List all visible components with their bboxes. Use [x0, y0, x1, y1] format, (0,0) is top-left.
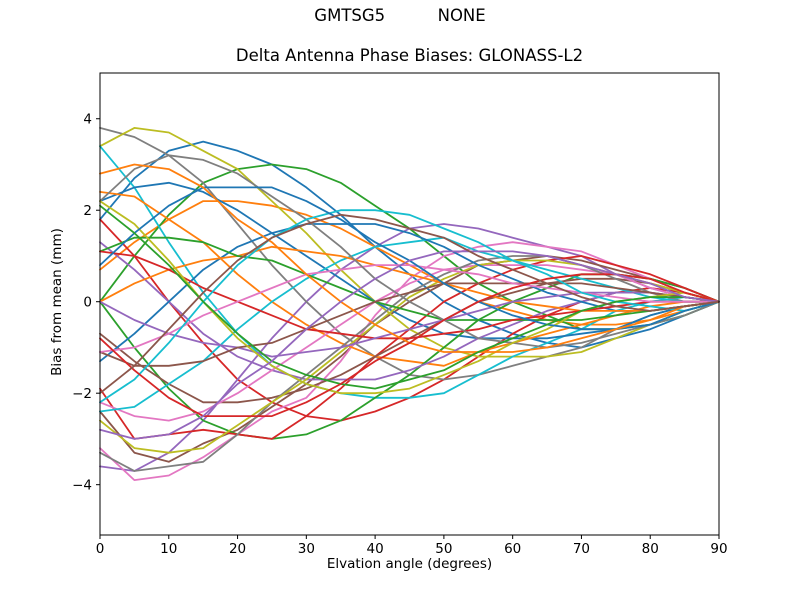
x-tick-label: 50 — [435, 541, 452, 557]
series-line — [99, 209, 720, 404]
x-tick-label: 70 — [573, 541, 590, 557]
series-line — [99, 204, 720, 390]
axes-spines — [99, 72, 720, 536]
series-line — [99, 140, 720, 349]
x-tick-label: 0 — [96, 541, 105, 557]
series-line — [99, 282, 720, 367]
x-axis-label: Elvation angle (degrees) — [326, 556, 493, 572]
series-line — [99, 236, 720, 321]
y-tick-label: −4 — [72, 477, 92, 493]
series-line — [99, 250, 720, 440]
figure-suptitle: GMTSG5 NONE — [314, 6, 486, 25]
series-line — [99, 154, 720, 349]
x-tick-label: 40 — [367, 541, 384, 557]
x-tick-label: 30 — [298, 541, 315, 557]
chart-title: Delta Antenna Phase Biases: GLONASS-L2 — [235, 46, 584, 65]
x-tick-label: 10 — [160, 541, 177, 557]
y-tick-label: 4 — [83, 111, 92, 127]
series-line — [99, 213, 720, 395]
x-tick-label: 20 — [229, 541, 246, 557]
x-tick-label: 80 — [642, 541, 659, 557]
series-line — [99, 245, 720, 312]
y-tick-label: 2 — [83, 203, 92, 219]
y-tick-label: 0 — [83, 294, 92, 310]
series-line — [99, 264, 720, 353]
x-tick-label: 90 — [710, 541, 727, 557]
series-line — [99, 127, 720, 381]
series-line — [99, 273, 720, 418]
series-line — [99, 291, 720, 358]
y-tick-label: −2 — [72, 386, 92, 402]
x-tick-label: 60 — [504, 541, 521, 557]
